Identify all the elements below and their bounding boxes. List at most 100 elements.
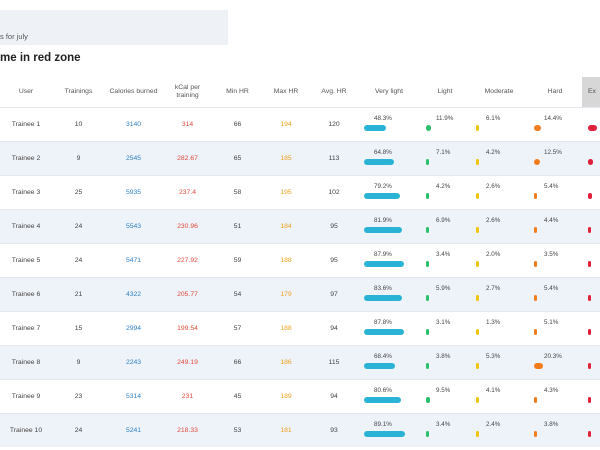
hard-zone-bar: [534, 125, 541, 131]
moderate-zone-bar: [476, 397, 479, 403]
user-cell: Trainee 4: [0, 208, 52, 243]
col-header-trainings[interactable]: Trainings: [64, 87, 93, 95]
very-light-zone-wrap: 79.2%: [364, 182, 420, 202]
trainings-cell: 23: [52, 378, 105, 413]
moderate-zone-cell: 4.2%: [470, 140, 528, 175]
training-stats-table: User Trainings Calories burned kCal per …: [0, 77, 600, 447]
extreme-zone-cell: [582, 276, 600, 311]
avg-hr-cell: 113: [310, 140, 358, 175]
col-header-min-hr[interactable]: Min HR: [226, 87, 249, 95]
col-header-calories[interactable]: Calories burned: [109, 87, 158, 95]
moderate-zone-wrap: 2.6%: [476, 182, 528, 202]
extreme-zone-cell: [582, 242, 600, 277]
moderate-zone-cell: 4.1%: [470, 378, 528, 413]
trainings-cell: 24: [52, 412, 105, 447]
kcal-per-training-cell: 231: [162, 378, 213, 413]
trainings-cell: 21: [52, 276, 105, 311]
extreme-zone-cell: [582, 310, 600, 345]
light-zone-percent: 3.8%: [436, 353, 451, 360]
hard-zone-wrap: 12.5%: [534, 148, 582, 168]
col-header-max-hr[interactable]: Max HR: [273, 87, 299, 95]
table-row[interactable]: Trainee 10 24 5241 218.33 53 181 93 89.1% 3.4% 2.…: [0, 412, 600, 447]
extreme-zone-bar: [588, 261, 591, 267]
min-hr-cell: 59: [213, 242, 262, 277]
extreme-zone-bar: [588, 125, 597, 131]
very-light-zone-wrap: 83.6%: [364, 284, 420, 304]
col-header-hard[interactable]: Hard: [547, 87, 563, 95]
hard-zone-wrap: 5.1%: [534, 318, 582, 338]
hard-zone-percent: 12.5%: [544, 149, 562, 156]
light-zone-wrap: 5.9%: [426, 284, 470, 304]
hard-zone-percent: 5.1%: [544, 319, 559, 326]
table-row[interactable]: Trainee 1 10 3140 314 66 194 120 48.3% 11.9% 6.1%…: [0, 106, 600, 141]
col-header-very-light[interactable]: Very light: [375, 87, 403, 95]
hard-zone-percent: 4.4%: [544, 217, 559, 224]
hard-zone-bar: [534, 227, 537, 233]
light-zone-percent: 9.5%: [436, 387, 451, 394]
very-light-zone-percent: 87.8%: [374, 319, 392, 326]
light-zone-wrap: 7.1%: [426, 148, 470, 168]
table-row[interactable]: Trainee 4 24 5543 230.96 51 184 95 81.9% 6.9% 2.6…: [0, 208, 600, 243]
table-row[interactable]: Trainee 6 21 4322 205.77 54 179 97 83.6% 5.9% 2.7…: [0, 276, 600, 311]
extreme-zone-wrap: [588, 420, 600, 440]
light-zone-percent: 6.9%: [436, 217, 451, 224]
max-hr-cell: 195: [262, 174, 310, 209]
very-light-zone-cell: 64.8%: [358, 140, 420, 175]
min-hr-cell: 58: [213, 174, 262, 209]
light-zone-bar: [426, 227, 429, 233]
very-light-zone-percent: 79.2%: [374, 183, 392, 190]
light-zone-bar: [426, 431, 429, 438]
col-header-avg-hr[interactable]: Avg. HR: [321, 87, 347, 95]
table-row[interactable]: Trainee 8 9 2243 249.19 66 186 115 68.4% 3.8% 5.3…: [0, 344, 600, 379]
extreme-zone-wrap: [588, 250, 600, 270]
hard-zone-percent: 3.8%: [544, 421, 559, 429]
col-header-kcal-per-training[interactable]: kCal per training: [162, 77, 213, 107]
light-zone-bar: [426, 193, 429, 199]
user-cell: Trainee 6: [0, 276, 52, 311]
avg-hr-cell: 93: [310, 412, 358, 447]
light-zone-percent: 5.9%: [436, 285, 451, 292]
hard-zone-cell: 4.4%: [528, 208, 582, 243]
min-hr-cell: 54: [213, 276, 262, 311]
col-header-moderate[interactable]: Moderate: [484, 87, 514, 95]
user-cell: Trainee 3: [0, 174, 52, 209]
min-hr-cell: 45: [213, 378, 262, 413]
extreme-zone-bar: [588, 193, 592, 199]
hard-zone-cell: 20.3%: [528, 344, 582, 379]
light-zone-bar: [426, 295, 429, 301]
hard-zone-cell: 3.5%: [528, 242, 582, 277]
col-header-user[interactable]: User: [18, 87, 34, 95]
table-row[interactable]: Trainee 9 23 5314 231 45 189 94 80.6% 9.5% 4.1% 4.…: [0, 378, 600, 413]
moderate-zone-percent: 4.1%: [486, 387, 501, 394]
light-zone-cell: 3.4%: [420, 242, 470, 277]
col-header-extreme[interactable]: Ex: [582, 77, 600, 107]
hard-zone-percent: 14.4%: [544, 115, 562, 122]
table-row[interactable]: Trainee 3 25 5935 237.4 58 195 102 79.2% 4.2% 2.6…: [0, 174, 600, 209]
light-zone-cell: 4.2%: [420, 174, 470, 209]
very-light-zone-cell: 80.6%: [358, 378, 420, 413]
moderate-zone-percent: 2.0%: [486, 251, 501, 258]
light-zone-wrap: 11.9%: [426, 114, 470, 134]
trainings-cell: 9: [52, 344, 105, 379]
moderate-zone-wrap: 2.7%: [476, 284, 528, 304]
moderate-zone-percent: 2.6%: [486, 183, 501, 190]
table-row[interactable]: Trainee 7 15 2994 199.54 57 188 94 87.8% 3.1% 1.3…: [0, 310, 600, 345]
table-row[interactable]: Trainee 2 9 2545 282.67 65 185 113 64.8% 7.1% 4.2…: [0, 140, 600, 175]
light-zone-wrap: 4.2%: [426, 182, 470, 202]
kcal-per-training-cell: 314: [162, 106, 213, 141]
light-zone-cell: 3.1%: [420, 310, 470, 345]
extreme-zone-bar: [588, 159, 593, 165]
avg-hr-cell: 102: [310, 174, 358, 209]
calories-cell: 5471: [105, 242, 162, 277]
calories-cell: 5935: [105, 174, 162, 209]
kcal-per-training-cell: 205.77: [162, 276, 213, 311]
very-light-zone-percent: 80.6%: [374, 387, 392, 394]
moderate-zone-percent: 4.2%: [486, 149, 501, 156]
table-row[interactable]: Trainee 5 24 5471 227.92 59 188 95 87.9% 3.4% 2.0…: [0, 242, 600, 277]
user-cell: Trainee 7: [0, 310, 52, 345]
moderate-zone-wrap: 1.3%: [476, 318, 528, 338]
very-light-zone-bar: [364, 329, 404, 335]
col-header-light[interactable]: Light: [437, 87, 453, 95]
very-light-zone-bar: [364, 261, 404, 267]
max-hr-cell: 185: [262, 140, 310, 175]
